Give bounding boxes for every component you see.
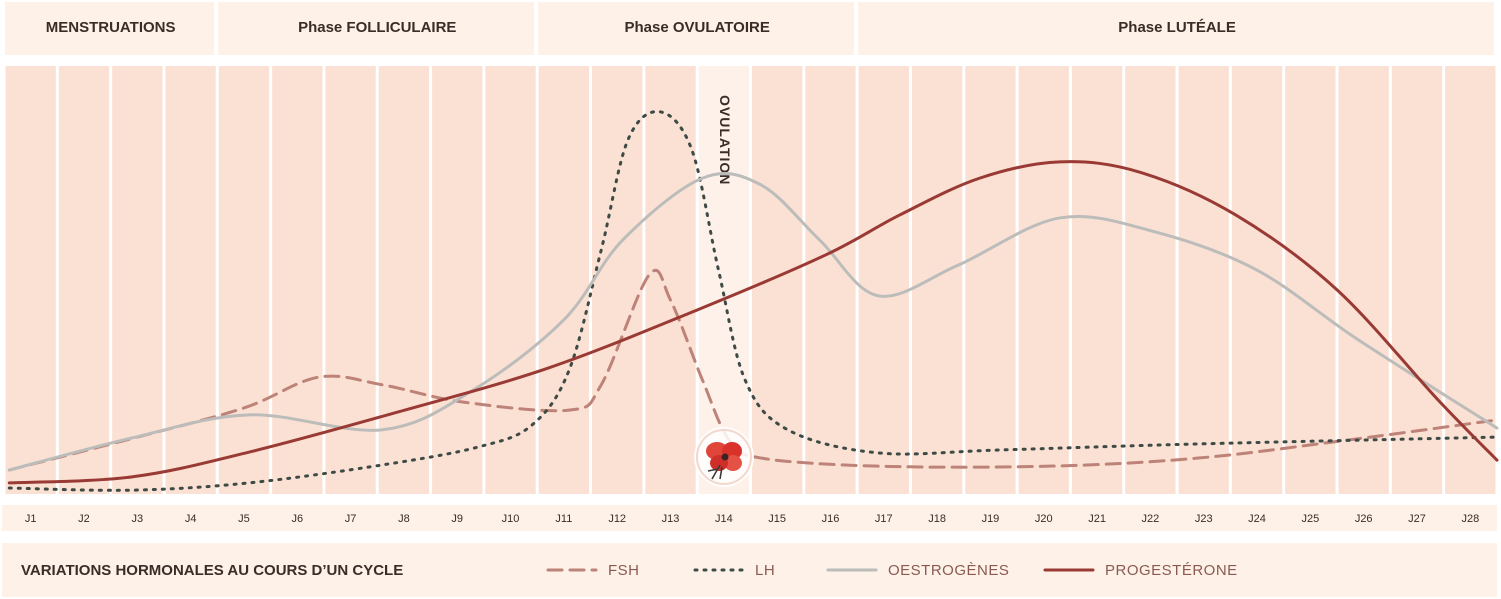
phase-box: [218, 2, 535, 55]
petal: [724, 455, 742, 471]
day-column: [5, 66, 56, 494]
day-column: [272, 66, 323, 494]
day-column: [432, 66, 483, 494]
icon-ring: [696, 429, 752, 485]
x-tick-label: J14: [715, 513, 733, 525]
day-column: [1178, 66, 1229, 494]
ovulation-label: OVULATION: [717, 95, 733, 185]
flower-stem: [707, 464, 723, 480]
day-column: [645, 66, 696, 494]
flower-petals: [706, 442, 742, 480]
x-tick-label: J10: [502, 513, 520, 525]
x-tick-label: J28: [1461, 513, 1479, 525]
day-column: [58, 66, 110, 494]
x-tick-label: J13: [662, 513, 680, 525]
day-column: [1445, 66, 1496, 494]
day-column: [112, 66, 163, 494]
x-tick-label: J12: [608, 513, 626, 525]
x-tick-label: J25: [1302, 513, 1320, 525]
day-column: [911, 66, 963, 494]
day-column: [378, 66, 430, 494]
phase-label: Phase FOLLICULAIRE: [298, 19, 456, 36]
x-tick-label: J7: [345, 513, 357, 525]
ovulation-column: [698, 66, 749, 494]
x-tick-label: J6: [291, 513, 303, 525]
day-column: [1391, 66, 1443, 494]
day-column: [485, 66, 536, 494]
hormone-line: [7, 110, 1499, 492]
phase-box: [538, 2, 855, 55]
x-tick-label: J22: [1142, 513, 1160, 525]
hormone-line: [7, 160, 1499, 485]
curves-layer: [7, 110, 1499, 492]
day-column: [538, 66, 590, 494]
foreground-layer: VARIATIONS HORMONALES AU COURS D’UN CYCL…: [2, 543, 1497, 597]
day-column: [1071, 66, 1123, 494]
phase-label: Phase OVULATOIRE: [625, 19, 770, 36]
legend-label: FSH: [608, 562, 640, 579]
legend-bar: [2, 543, 1497, 597]
flower-icon: [694, 427, 754, 487]
x-tick-label: J27: [1408, 513, 1426, 525]
day-column: [805, 66, 856, 494]
day-column: [165, 66, 216, 494]
x-tick-label: J20: [1035, 513, 1053, 525]
legend-label: LH: [755, 562, 775, 579]
x-tick-label: J17: [875, 513, 893, 525]
day-column: [1338, 66, 1389, 494]
x-tick-label: J3: [131, 513, 143, 525]
hormone-line: [7, 268, 1499, 472]
phase-box: [5, 2, 215, 55]
day-column: [965, 66, 1016, 494]
x-tick-label: J19: [982, 513, 1000, 525]
flower-center: [721, 453, 729, 461]
x-tick-label: J24: [1248, 513, 1266, 525]
day-label-bar: [2, 505, 1497, 531]
x-tick-label: J4: [185, 513, 197, 525]
x-tick-label: J21: [1088, 513, 1106, 525]
x-tick-label: J26: [1355, 513, 1373, 525]
day-column: [752, 66, 803, 494]
phase-box: [858, 2, 1494, 55]
phase-label: Phase LUTÉALE: [1118, 19, 1236, 36]
x-tick-label: J9: [451, 513, 463, 525]
legend-label: PROGESTÉRONE: [1105, 562, 1238, 579]
day-column: [1125, 66, 1176, 494]
x-tick-label: J15: [768, 513, 786, 525]
x-tick-label: J11: [555, 513, 572, 525]
x-tick-label: J23: [1195, 513, 1213, 525]
legend-label: OESTROGÈNES: [888, 562, 1009, 579]
x-tick-label: J8: [398, 513, 410, 525]
phase-label: MENSTRUATIONS: [46, 19, 176, 36]
hormone-line: [7, 172, 1499, 472]
day-column: [858, 66, 909, 494]
x-tick-label: J2: [78, 513, 90, 525]
day-column: [592, 66, 643, 494]
day-column: [1018, 66, 1069, 494]
day-column: [325, 66, 376, 494]
chart-title: VARIATIONS HORMONALES AU COURS D’UN CYCL…: [21, 562, 403, 579]
x-tick-label: J5: [238, 513, 250, 525]
x-tick-label: J18: [928, 513, 946, 525]
x-tick-label: J1: [25, 513, 37, 525]
x-tick-label: J16: [822, 513, 840, 525]
day-column: [218, 66, 270, 494]
